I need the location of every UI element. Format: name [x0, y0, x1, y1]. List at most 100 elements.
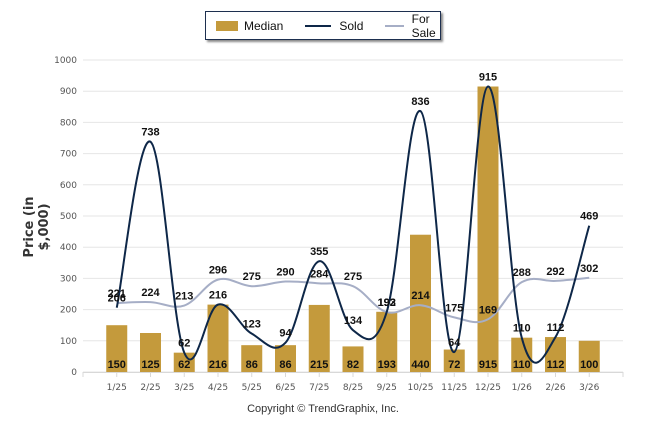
- x-axis: 1/25 2/25 3/25 4/25 5/25 6/25 7/25 8/25 9/25 10/2…: [82, 372, 624, 393]
- sold-value-label: 123: [243, 319, 261, 331]
- legend-label-sold: Sold: [339, 18, 364, 33]
- median-swatch-icon: [216, 20, 238, 31]
- median-bar[interactable]: [342, 346, 364, 372]
- median-bar[interactable]: [578, 340, 600, 372]
- x-tick-label: 8/25: [343, 383, 363, 393]
- x-tick-label: 1/26: [512, 383, 532, 393]
- sold-line[interactable]: [115, 85, 591, 364]
- for-sale-line[interactable]: [116, 276, 590, 324]
- median-bar[interactable]: [207, 304, 229, 372]
- median-value-label: 215: [310, 359, 328, 371]
- x-tick-label: 2/25: [140, 383, 160, 393]
- sold-value-label: 64: [448, 337, 461, 349]
- y-axis-title: Price (in $,000): [22, 196, 52, 258]
- median-value-label: 915: [479, 359, 497, 371]
- for-sale-value-label: 275: [243, 271, 261, 283]
- sold-value-label: 836: [411, 96, 429, 108]
- sold-value-label: 193: [378, 297, 396, 309]
- sold-value-label: 94: [279, 328, 292, 340]
- for-sale-value-label: 275: [344, 271, 362, 283]
- legend-item-sold[interactable]: Sold: [305, 19, 363, 33]
- y-tick-label: 100: [60, 337, 77, 347]
- x-tick-label: 2/26: [545, 383, 565, 393]
- median-bar[interactable]: [173, 352, 195, 372]
- x-tick-label: 4/25: [208, 383, 228, 393]
- median-value-label: 216: [209, 359, 227, 371]
- for-sale-value-label: 284: [310, 268, 329, 280]
- median-value-label: 86: [279, 359, 291, 371]
- legend-item-for-sale[interactable]: For Sale: [385, 12, 443, 40]
- for-sale-value-label: 288: [513, 267, 531, 279]
- sold-value-label: 134: [344, 315, 363, 327]
- median-value-label: 193: [378, 359, 396, 371]
- x-tick-label: 3/26: [579, 383, 599, 393]
- sold-value-label: 216: [209, 290, 227, 302]
- for-sale-value-label: 224: [141, 287, 160, 299]
- y-tick-label: 800: [60, 118, 77, 128]
- x-tick-label: 3/25: [174, 383, 194, 393]
- x-tick-label: 9/25: [377, 383, 397, 393]
- copyright: Copyright © TrendGraphix, Inc.: [247, 403, 399, 415]
- median-bars: [106, 86, 600, 373]
- x-tick-label: 1/25: [107, 383, 127, 393]
- median-value-label: 440: [411, 359, 429, 371]
- y-tick-label: 300: [60, 274, 77, 284]
- for-sale-value-label: 169: [479, 304, 497, 316]
- sold-value-label: 206: [108, 293, 126, 305]
- median-bar[interactable]: [241, 345, 263, 372]
- median-value-label: 86: [246, 359, 258, 371]
- x-tick-label: 7/25: [309, 383, 329, 393]
- median-value-label: 112: [547, 359, 565, 371]
- for-sale-value-label: 213: [175, 291, 193, 303]
- median-value-label: 100: [580, 359, 598, 371]
- lines: [115, 85, 591, 364]
- median-bar[interactable]: [106, 325, 128, 372]
- sold-value-label: 738: [141, 127, 159, 139]
- y-tick-label: 1000: [54, 56, 77, 66]
- x-tick-label: 10/25: [408, 383, 434, 393]
- for-sale-value-label: 221: [108, 288, 126, 300]
- for-sale-value-label: 175: [445, 302, 463, 314]
- y-tick-label: 0: [71, 368, 77, 378]
- x-tick-label: 11/25: [441, 383, 467, 393]
- y-tick-label: 400: [60, 243, 77, 253]
- sold-value-label: 915: [479, 72, 497, 84]
- median-bar[interactable]: [477, 86, 499, 373]
- y-tick-label: 200: [60, 306, 77, 316]
- median-bar[interactable]: [308, 304, 330, 372]
- for-sale-value-label: 214: [411, 290, 430, 302]
- for-sale-value-label: 302: [580, 263, 598, 275]
- sold-value-label: 469: [580, 211, 598, 223]
- median-bar[interactable]: [511, 337, 533, 372]
- for-sale-value-label: 192: [378, 297, 396, 309]
- y-tick-label: 600: [60, 181, 77, 191]
- sold-value-label: 355: [310, 246, 328, 258]
- sold-value-label: 62: [178, 338, 190, 350]
- for-sale-value-label: 292: [546, 266, 564, 278]
- median-bar[interactable]: [410, 234, 431, 372]
- legend-label-median: Median: [244, 18, 284, 33]
- median-value-label: 62: [178, 359, 190, 371]
- median-bar[interactable]: [443, 349, 465, 372]
- x-tick-label: 5/25: [242, 383, 262, 393]
- sold-value-label: 112: [547, 322, 565, 334]
- y-tick-label: 700: [60, 150, 77, 160]
- sold-value-label: 110: [513, 323, 531, 335]
- y-axis: 0 100 200 300 400 500 600 700 800 900 1000: [54, 56, 77, 378]
- y-tick-label: 900: [60, 87, 77, 97]
- median-bar[interactable]: [140, 333, 161, 372]
- for-sale-value-label: 290: [276, 267, 294, 279]
- grid: [83, 59, 623, 373]
- median-value-label: 150: [108, 359, 126, 371]
- median-bar[interactable]: [275, 345, 296, 372]
- for-sale-line-icon: [385, 24, 404, 27]
- median-value-label: 110: [513, 359, 531, 371]
- data-labels: 150 125 62 216 86 86 215 82 193 440 72 915 110 112 100…: [108, 72, 599, 371]
- legend-label-for-sale: For Sale: [411, 11, 436, 40]
- median-value-label: 72: [448, 359, 460, 371]
- median-value-label: 82: [347, 359, 359, 371]
- for-sale-value-label: 296: [209, 265, 227, 277]
- sold-line-icon: [305, 24, 332, 27]
- legend-item-median[interactable]: Median: [216, 19, 283, 33]
- y-tick-label: 500: [60, 212, 77, 222]
